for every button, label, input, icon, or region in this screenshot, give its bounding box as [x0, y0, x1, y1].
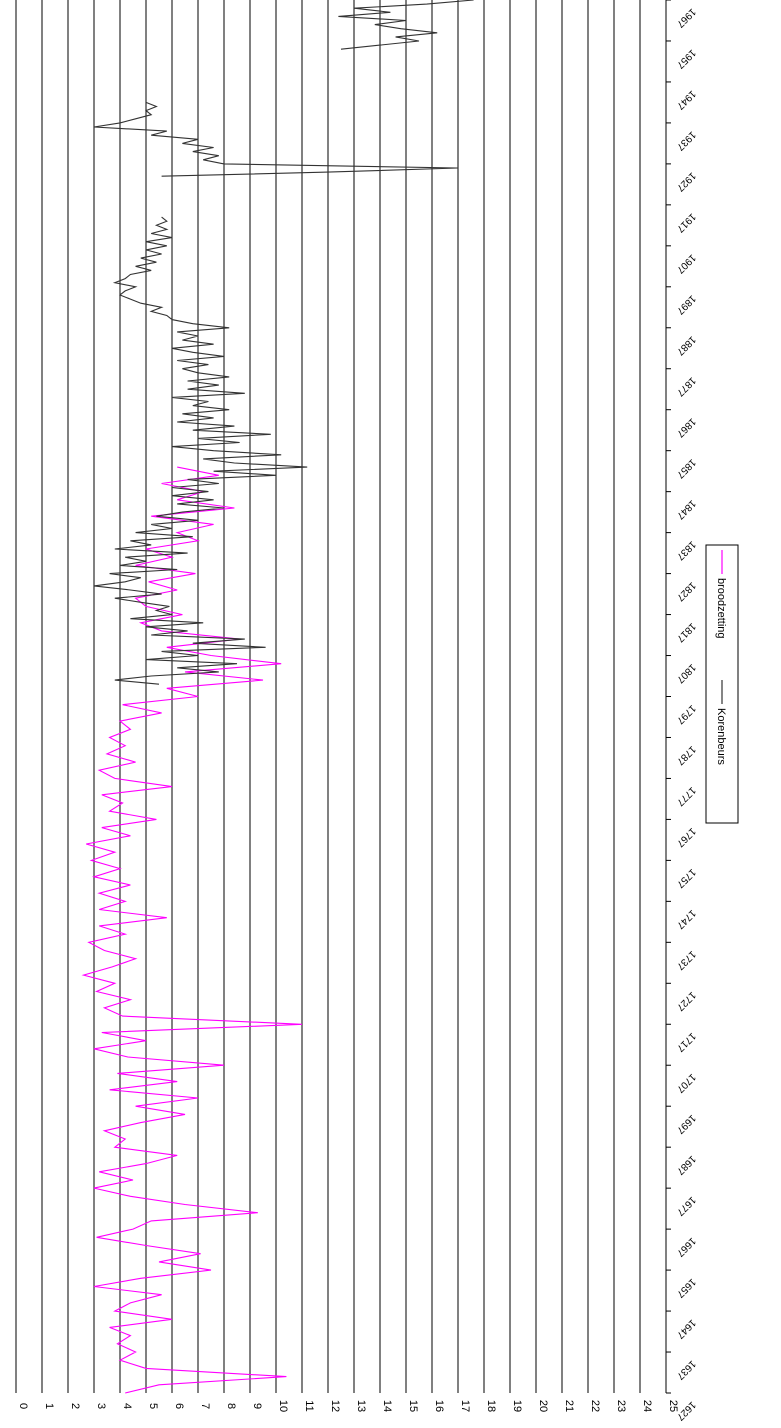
value-tick-label: 14: [381, 1400, 393, 1412]
value-tick-label: 10: [277, 1400, 289, 1412]
year-tick-label: 1917: [674, 211, 698, 235]
year-tick-label: 1867: [674, 416, 698, 440]
value-tick-label: 22: [589, 1400, 601, 1412]
year-tick-label: 1807: [674, 661, 698, 685]
year-tick-label: 1747: [674, 907, 698, 931]
value-tick-label: 8: [225, 1403, 237, 1409]
year-tick-label: 1787: [674, 743, 698, 767]
value-tick-label: 5: [147, 1403, 159, 1409]
year-tick-label: 1957: [674, 47, 698, 71]
series-line-korenbeurs-2: [338, 0, 474, 50]
year-tick-label: 1937: [674, 129, 698, 153]
year-tick-label: 1667: [674, 1235, 698, 1259]
legend-label-broodzetting: broodzetting: [715, 578, 727, 639]
year-tick-label: 1687: [674, 1153, 698, 1177]
year-tick-label: 1837: [674, 538, 698, 562]
year-tick-label: 1677: [674, 1194, 698, 1218]
value-tick-label: 7: [199, 1403, 211, 1409]
value-tick-label: 3: [95, 1403, 107, 1409]
year-tick-label: 1827: [674, 579, 698, 603]
year-tick-label: 1717: [674, 1030, 698, 1054]
value-tick-label: 20: [537, 1400, 549, 1412]
year-tick-label: 1647: [674, 1317, 698, 1341]
year-tick-label: 1767: [674, 825, 698, 849]
year-tick-label: 1637: [674, 1358, 698, 1382]
value-tick-label: 9: [251, 1403, 263, 1409]
year-tick-label: 1737: [674, 948, 698, 972]
value-tick-label: 19: [511, 1400, 523, 1412]
year-tick-label: 1897: [674, 293, 698, 317]
year-tick-label: 1927: [674, 170, 698, 194]
year-tick-label: 1757: [674, 866, 698, 890]
value-tick-label: 13: [355, 1400, 367, 1412]
x-axis: 1627163716471657166716771687169717071717…: [665, 0, 698, 1423]
value-tick-label: 25: [667, 1400, 679, 1412]
year-tick-label: 1907: [674, 252, 698, 276]
value-tick-label: 23: [615, 1400, 627, 1412]
year-tick-label: 1727: [674, 989, 698, 1013]
year-tick-label: 1697: [674, 1112, 698, 1136]
legend: broodzetting Korenbeurs: [705, 544, 739, 824]
year-tick-label: 1847: [674, 498, 698, 522]
year-tick-label: 1797: [674, 702, 698, 726]
series-line-korenbeurs-1: [93, 101, 459, 177]
series-line-korenbeurs-0: [93, 216, 308, 685]
value-tick-label: 17: [459, 1400, 471, 1412]
year-tick-label: 1707: [674, 1071, 698, 1095]
value-tick-label: 12: [329, 1400, 341, 1412]
value-tick-label: 21: [563, 1400, 575, 1412]
value-tick-label: 0: [17, 1403, 29, 1409]
value-tick-label: 24: [641, 1400, 653, 1412]
year-tick-label: 1877: [674, 375, 698, 399]
year-tick-label: 1967: [674, 6, 698, 30]
year-tick-label: 1817: [674, 620, 698, 644]
year-tick-label: 1857: [674, 457, 698, 481]
year-tick-label: 1947: [674, 88, 698, 112]
value-tick-label: 2: [69, 1403, 81, 1409]
value-tick-label: 16: [433, 1400, 445, 1412]
value-tick-label: 4: [121, 1403, 133, 1409]
legend-label-korenbeurs: Korenbeurs: [715, 708, 727, 765]
value-tick-label: 6: [173, 1403, 185, 1409]
series-line-broodzetting-0: [81, 466, 303, 1394]
series-lines: [81, 0, 474, 1394]
year-tick-label: 1887: [674, 334, 698, 358]
value-tick-label: 15: [407, 1400, 419, 1412]
y-axis-tick-labels: 2524232221201918171615141312111098765432…: [17, 1400, 679, 1412]
value-tick-label: 18: [485, 1400, 497, 1412]
grid-lines: [15, 0, 667, 1393]
year-tick-label: 1657: [674, 1276, 698, 1300]
value-tick-label: 11: [303, 1400, 315, 1411]
year-tick-label: 1777: [674, 784, 698, 808]
value-tick-label: 1: [43, 1403, 55, 1409]
